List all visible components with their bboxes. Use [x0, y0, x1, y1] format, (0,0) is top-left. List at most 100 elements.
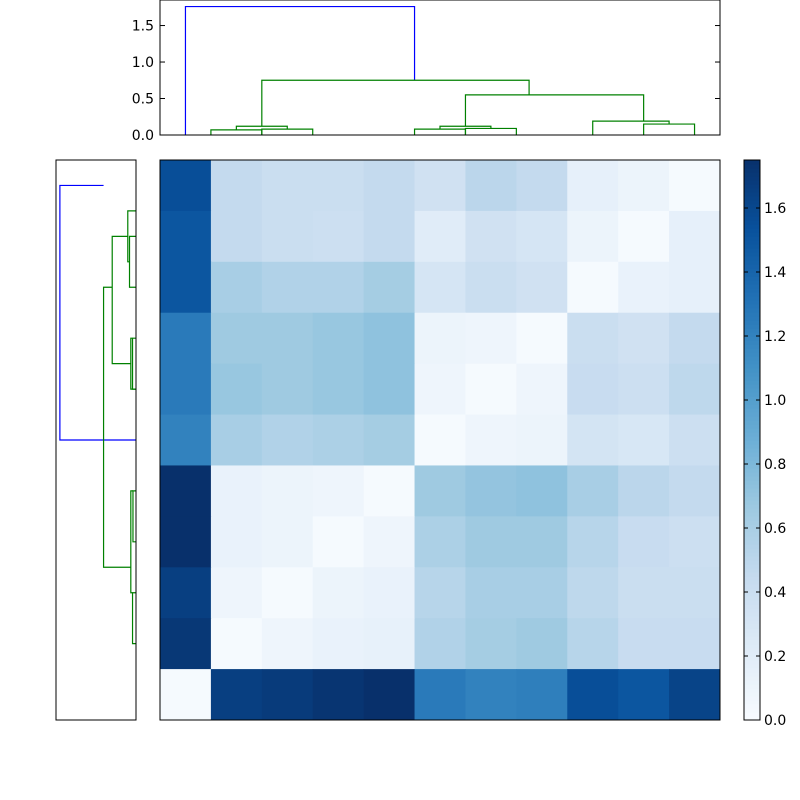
heatmap-cell-r8-c2 [261, 567, 314, 619]
heatmap-cell-r2-c6 [465, 261, 517, 314]
heatmap-cell-r8-c3 [312, 567, 365, 619]
colorbar-band-98 [744, 324, 760, 329]
colorbar-band-86 [744, 372, 760, 377]
heatmap-cell-r2-c1 [210, 261, 263, 314]
colorbar-band-94 [744, 340, 760, 345]
colorbar-band-65 [744, 456, 760, 461]
colorbar-band-48 [744, 524, 760, 529]
heatmap-cell-r2-c9 [618, 261, 670, 314]
heatmap-cell-r1-c3 [312, 210, 365, 263]
colorbar-band-80 [744, 396, 760, 401]
colorbar-band-37 [744, 568, 760, 573]
colorbar-band-25 [744, 616, 760, 621]
heatmap-cell-r6-c5 [414, 465, 466, 517]
colorbar-band-42 [744, 548, 760, 553]
heatmap-cell-r7-c0 [160, 516, 212, 568]
colorbar-band-70 [744, 436, 760, 441]
colorbar-band-21 [744, 632, 760, 637]
colorbar-band-137 [744, 168, 760, 173]
heatmap-cell-r8-c5 [414, 567, 466, 619]
colorbar-band-105 [744, 296, 760, 301]
top-dendrogram: 0.0 0.5 1.0 1.5 [132, 0, 721, 144]
colorbar-band-31 [744, 592, 760, 597]
heatmap-cell-r3-c9 [618, 312, 670, 365]
top-dendrogram-link-4 [261, 128, 314, 135]
heatmap-cell-r0-c5 [414, 160, 466, 212]
heatmap-cell-r8-c7 [516, 567, 568, 619]
colorbar-band-22 [744, 628, 760, 633]
heatmap-cell-r10-c0 [160, 669, 212, 721]
colorbar-band-44 [744, 540, 760, 545]
heatmap-cell-r1-c7 [516, 210, 568, 263]
heatmap-cell-r5-c3 [312, 414, 365, 466]
heatmap-cell-r4-c9 [618, 363, 670, 416]
heatmap-cell-r5-c10 [669, 414, 721, 466]
heatmap-cell-r10-c8 [567, 669, 619, 721]
colorbar-band-116 [744, 252, 760, 257]
heatmap-cell-r2-c3 [312, 261, 365, 314]
heatmap-cell-r3-c0 [160, 312, 212, 365]
colorbar-band-133 [744, 184, 760, 189]
top-dendrogram-link-1 [261, 79, 530, 127]
colorbar-band-45 [744, 536, 760, 541]
colorbar-band-126 [744, 212, 760, 217]
heatmap [159, 159, 721, 721]
left-dendrogram-link-0 [59, 184, 136, 441]
colorbar-band-9 [744, 680, 760, 685]
colorbar-band-2 [744, 708, 760, 713]
heatmap-cell-r9-c1 [210, 618, 263, 670]
colorbar-tick-label-5: 1.0 [764, 393, 786, 409]
colorbar-band-8 [744, 684, 760, 689]
top-dendrogram-ytick-label-3: 1.5 [132, 19, 154, 35]
heatmap-cell-r4-c6 [465, 363, 517, 416]
heatmap-cell-r5-c8 [567, 414, 619, 466]
heatmap-cell-r0-c2 [261, 160, 314, 212]
colorbar-band-129 [744, 200, 760, 205]
heatmap-cell-r6-c1 [210, 465, 263, 517]
heatmap-cell-r6-c2 [261, 465, 314, 517]
colorbar-band-57 [744, 488, 760, 493]
heatmap-cell-r10-c4 [363, 669, 416, 721]
colorbar-band-63 [744, 464, 760, 469]
top-dendrogram-link-8 [464, 127, 517, 135]
colorbar-band-123 [744, 224, 760, 229]
colorbar-tick-label-6: 1.2 [764, 329, 786, 345]
heatmap-cell-r5-c0 [160, 414, 212, 466]
heatmap-cell-r1-c1 [210, 210, 263, 263]
heatmap-cell-r1-c9 [618, 210, 670, 263]
colorbar-band-53 [744, 504, 760, 509]
heatmap-cell-r4-c5 [414, 363, 466, 416]
heatmap-cell-r9-c5 [414, 618, 466, 670]
left-dendrogram-link-3 [127, 210, 136, 263]
colorbar-tick-label-7: 1.4 [764, 265, 786, 281]
left-dendrogram-link-2 [111, 235, 131, 365]
colorbar-band-46 [744, 532, 760, 537]
heatmap-cell-r2-c2 [261, 261, 314, 314]
heatmap-cell-r3-c10 [669, 312, 721, 365]
colorbar-band-43 [744, 544, 760, 549]
heatmap-cell-r3-c2 [261, 312, 314, 365]
colorbar-band-55 [744, 496, 760, 501]
heatmap-cell-r7-c10 [669, 516, 721, 568]
heatmap-cell-r10-c5 [414, 669, 466, 721]
heatmap-cell-r9-c9 [618, 618, 670, 670]
colorbar-band-32 [744, 588, 760, 593]
colorbar-band-26 [744, 612, 760, 617]
colorbar-band-62 [744, 468, 760, 473]
colorbar-band-89 [744, 360, 760, 365]
colorbar-band-20 [744, 636, 760, 641]
colorbar-band-87 [744, 368, 760, 373]
colorbar-band-1 [744, 712, 760, 717]
colorbar-band-6 [744, 692, 760, 697]
heatmap-cell-r9-c3 [312, 618, 365, 670]
heatmap-cell-r3-c8 [567, 312, 619, 365]
colorbar-band-99 [744, 320, 760, 325]
heatmap-cell-r1-c6 [465, 210, 517, 263]
colorbar-band-95 [744, 336, 760, 341]
colorbar-band-72 [744, 428, 760, 433]
colorbar-band-118 [744, 244, 760, 249]
colorbar-band-3 [744, 704, 760, 709]
heatmap-cell-r4-c8 [567, 363, 619, 416]
heatmap-cell-r3-c4 [363, 312, 416, 365]
colorbar-band-67 [744, 448, 760, 453]
